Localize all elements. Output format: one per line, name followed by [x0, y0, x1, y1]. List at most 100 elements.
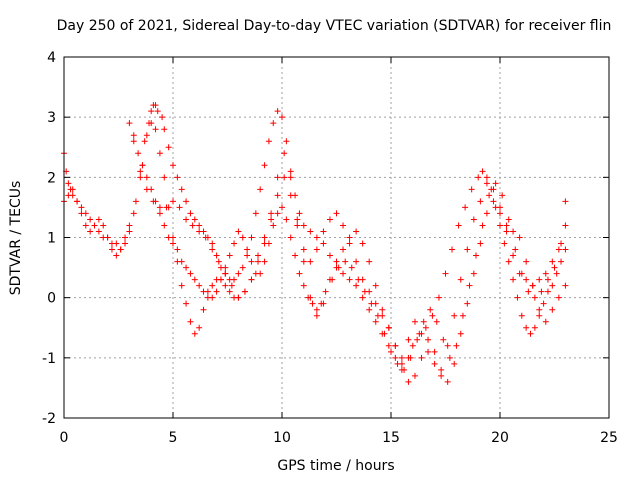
data-point [536, 276, 543, 283]
data-point [174, 174, 181, 181]
data-point [191, 330, 198, 337]
data-point [405, 336, 412, 343]
data-point [407, 354, 414, 361]
data-point [183, 216, 190, 223]
data-point [148, 120, 155, 127]
data-point [510, 228, 517, 235]
data-point [372, 318, 379, 325]
data-point [235, 228, 242, 235]
data-point [431, 348, 438, 355]
data-point [165, 144, 172, 151]
data-point [108, 246, 115, 253]
data-point [335, 264, 342, 271]
data-point [385, 324, 392, 331]
plot-frame [63, 56, 610, 419]
data-point [187, 210, 194, 217]
data-point [268, 210, 275, 217]
data-point [320, 240, 327, 247]
data-point [503, 222, 510, 229]
data-point [170, 162, 176, 169]
data-point [392, 354, 399, 361]
data-point [137, 174, 144, 181]
data-point [420, 318, 427, 325]
data-point [405, 378, 412, 385]
data-point [65, 180, 72, 187]
data-point [553, 270, 560, 277]
data-point [538, 288, 545, 295]
data-point [409, 342, 416, 349]
data-point [381, 330, 388, 337]
data-point [444, 342, 451, 349]
data-point [189, 222, 196, 229]
data-point [307, 228, 314, 235]
data-point [156, 210, 163, 217]
data-point [340, 246, 347, 253]
data-point [457, 276, 464, 283]
data-point [529, 282, 536, 289]
data-point [326, 216, 333, 223]
data-point [78, 204, 85, 211]
data-point [91, 222, 98, 229]
data-point [196, 228, 203, 235]
data-point [235, 294, 242, 301]
data-point [549, 258, 556, 265]
data-point [104, 234, 111, 241]
data-point [248, 234, 255, 241]
data-point [196, 324, 203, 331]
data-point [113, 240, 120, 247]
data-point [455, 222, 462, 229]
data-point [287, 174, 294, 181]
data-point [486, 192, 493, 199]
data-point [296, 270, 303, 277]
data-point [479, 222, 486, 229]
data-point [274, 210, 281, 217]
data-point [100, 222, 107, 229]
data-point [492, 180, 499, 187]
data-point [326, 276, 333, 283]
data-point [558, 240, 565, 247]
data-point [359, 240, 366, 247]
data-point [438, 366, 445, 373]
data-point [261, 258, 268, 265]
y-tick-label: -2 [42, 411, 56, 427]
data-point [346, 276, 353, 283]
data-point [283, 138, 290, 145]
data-point [348, 264, 355, 271]
data-point [300, 246, 307, 253]
data-point [178, 258, 185, 265]
data-point [209, 240, 216, 247]
data-point [470, 270, 477, 277]
data-point [152, 126, 159, 133]
x-axis-ticks: 0 5 10 15 20 25 [60, 57, 618, 446]
data-point [231, 276, 238, 283]
data-point [510, 252, 517, 259]
data-point [241, 288, 248, 295]
data-point [309, 300, 316, 307]
data-point [527, 330, 534, 337]
data-point [483, 174, 490, 181]
data-point [366, 306, 373, 313]
data-point [497, 222, 503, 229]
data-point [130, 138, 137, 145]
data-point [143, 174, 150, 181]
data-point [156, 150, 163, 157]
data-point [542, 318, 549, 325]
data-point [209, 294, 216, 301]
data-point [65, 192, 72, 199]
data-points [61, 102, 569, 385]
data-point [320, 300, 327, 307]
y-tick-label: 3 [47, 110, 56, 126]
data-point [300, 258, 307, 265]
data-point [555, 246, 562, 253]
data-point [422, 324, 429, 331]
data-point [540, 300, 547, 307]
data-point [307, 258, 314, 265]
data-point [163, 204, 170, 211]
data-point [294, 216, 301, 223]
data-point [431, 360, 438, 367]
data-point [191, 216, 198, 223]
data-point [313, 246, 320, 253]
data-point [170, 198, 176, 205]
data-point [239, 234, 246, 241]
